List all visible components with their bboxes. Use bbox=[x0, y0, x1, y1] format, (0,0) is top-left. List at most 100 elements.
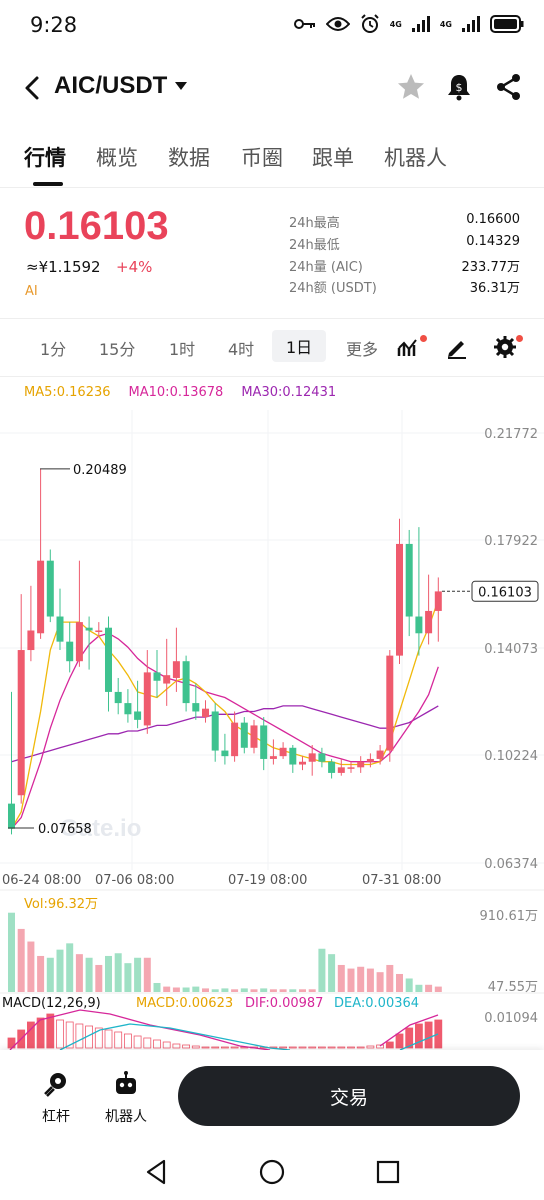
macd-hist-bar bbox=[337, 1046, 346, 1049]
x-tick-label: 07-31 08:00 bbox=[362, 873, 441, 888]
volume-bar bbox=[163, 986, 171, 992]
volume-bar bbox=[269, 989, 277, 992]
ma5-label: MA5:0.16236 bbox=[24, 385, 111, 400]
candle-body bbox=[8, 803, 15, 829]
interval-more[interactable]: 更多 bbox=[346, 340, 379, 359]
alert-bell-icon[interactable]: $ bbox=[444, 72, 474, 102]
volume-bar bbox=[134, 957, 142, 992]
macd-hist-bar bbox=[424, 1021, 433, 1049]
macd-hist-bar bbox=[385, 1041, 394, 1049]
tab-data[interactable]: 数据 bbox=[168, 146, 210, 170]
candle-body bbox=[366, 758, 374, 762]
indicator-icon[interactable] bbox=[396, 334, 422, 360]
interval-bar: 1分 15分 1时 4时 1日 更多 bbox=[0, 326, 544, 368]
candle-body bbox=[337, 767, 345, 773]
tab-community[interactable]: 币圈 bbox=[241, 146, 283, 170]
stat-volume-label: 24h量 (AIC) bbox=[289, 260, 363, 275]
pair-selector[interactable]: AIC/USDT bbox=[54, 72, 188, 100]
candle-body bbox=[299, 761, 306, 765]
macd-hist-bar bbox=[65, 1021, 74, 1049]
macd-hist-bar bbox=[172, 1043, 181, 1049]
volume-tick-label: 47.55万 bbox=[488, 980, 538, 995]
ma30-line bbox=[11, 705, 439, 763]
volume-bar bbox=[8, 912, 15, 992]
tab-overview[interactable]: 概览 bbox=[96, 146, 138, 170]
candle-body bbox=[308, 753, 316, 762]
x-tick-label: 07-19 08:00 bbox=[228, 873, 307, 888]
macd-hist-bar bbox=[376, 1044, 385, 1049]
stat-high-label: 24h最高 bbox=[289, 216, 340, 231]
nav-back-icon[interactable] bbox=[142, 1158, 170, 1186]
volume-bar bbox=[143, 957, 151, 992]
main-tabs: 行情 概览 数据 币圈 跟单 机器人 bbox=[0, 130, 544, 186]
nav-home-icon[interactable] bbox=[258, 1158, 286, 1186]
candle-body bbox=[211, 711, 219, 751]
trade-button[interactable]: 交易 bbox=[178, 1066, 520, 1126]
interval-1m[interactable]: 1分 bbox=[40, 340, 67, 359]
fiat-price: ≈¥1.1592 bbox=[26, 258, 101, 276]
candle-body bbox=[260, 725, 268, 759]
nav-recents-icon[interactable] bbox=[374, 1158, 402, 1186]
macd-hist-bar bbox=[124, 1033, 132, 1049]
caret-down-icon bbox=[175, 82, 188, 90]
volume-bar bbox=[308, 989, 316, 992]
stat-low-label: 24h最低 bbox=[289, 238, 340, 253]
candle-body bbox=[250, 725, 258, 748]
candle-body bbox=[75, 622, 83, 662]
robot-button[interactable]: 机器人 bbox=[96, 1070, 156, 1126]
interval-15m[interactable]: 15分 bbox=[99, 340, 136, 359]
dea-line bbox=[399, 1033, 439, 1050]
candle-body bbox=[289, 747, 297, 765]
volume-bar bbox=[357, 966, 365, 992]
network-4g-label-2: 4G bbox=[439, 19, 452, 29]
macd-hist-bar bbox=[230, 1046, 239, 1049]
volume-bar bbox=[114, 953, 122, 992]
volume-bar bbox=[27, 941, 35, 992]
volume-bar bbox=[250, 989, 258, 992]
y-axis-labels: 0.21772 0.17922 0.14073 0.10224 0.06374 bbox=[484, 427, 538, 872]
tab-market[interactable]: 行情 bbox=[24, 146, 66, 170]
x-tick-label: 06-24 08:00 bbox=[2, 873, 81, 888]
tab-copy-trade[interactable]: 跟单 bbox=[312, 146, 354, 170]
interval-4h[interactable]: 4时 bbox=[228, 340, 255, 359]
volume-bar bbox=[376, 972, 384, 992]
volume-bar bbox=[425, 984, 433, 992]
macd-hist-bar bbox=[298, 1046, 307, 1049]
leverage-button[interactable]: 杠杆 bbox=[26, 1070, 86, 1126]
svg-text:$: $ bbox=[456, 81, 463, 94]
stat-turnover-value: 36.31万 bbox=[469, 281, 520, 296]
settings-gear-icon[interactable] bbox=[492, 334, 518, 360]
macd-hist-bar bbox=[288, 1046, 297, 1049]
star-icon[interactable] bbox=[396, 72, 426, 102]
candle-body bbox=[46, 560, 54, 617]
back-arrow-icon[interactable] bbox=[18, 72, 48, 104]
share-icon[interactable] bbox=[494, 72, 524, 102]
ai-tag[interactable]: AI bbox=[25, 284, 38, 299]
leverage-label: 杠杆 bbox=[42, 1109, 70, 1125]
macd-title: MACD(12,26,9) bbox=[2, 996, 101, 1011]
kline-chart[interactable]: Gate.io 0.20489 0.07658 0.16103 0.21772 0.1… bbox=[0, 410, 544, 1050]
volume-bar bbox=[347, 968, 355, 992]
macd-hist-bar bbox=[133, 1035, 142, 1049]
interval-1h[interactable]: 1时 bbox=[169, 340, 196, 359]
volume-bar bbox=[182, 987, 190, 992]
tab-robot[interactable]: 机器人 bbox=[384, 146, 447, 170]
candle-body bbox=[85, 627, 93, 631]
candle-body bbox=[163, 675, 171, 684]
draw-pen-icon[interactable] bbox=[444, 334, 470, 360]
last-price-tag: 0.16103 bbox=[478, 585, 532, 600]
dif-line bbox=[379, 1014, 439, 1047]
macd-hist-bar bbox=[56, 1019, 64, 1049]
volume-bar bbox=[95, 964, 103, 992]
macd-hist-bar bbox=[211, 1046, 220, 1049]
divider bbox=[0, 376, 544, 377]
candle-body bbox=[386, 655, 394, 751]
dea-value: DEA:0.00364 bbox=[334, 996, 419, 1011]
candle-body bbox=[396, 543, 403, 656]
volume-bar bbox=[405, 978, 413, 992]
macd-hist-bar bbox=[434, 1019, 443, 1049]
interval-1d[interactable]: 1日 bbox=[272, 330, 327, 362]
y-tick-label: 0.06374 bbox=[484, 857, 538, 872]
candle-body bbox=[357, 761, 365, 768]
candle-body bbox=[143, 672, 151, 726]
